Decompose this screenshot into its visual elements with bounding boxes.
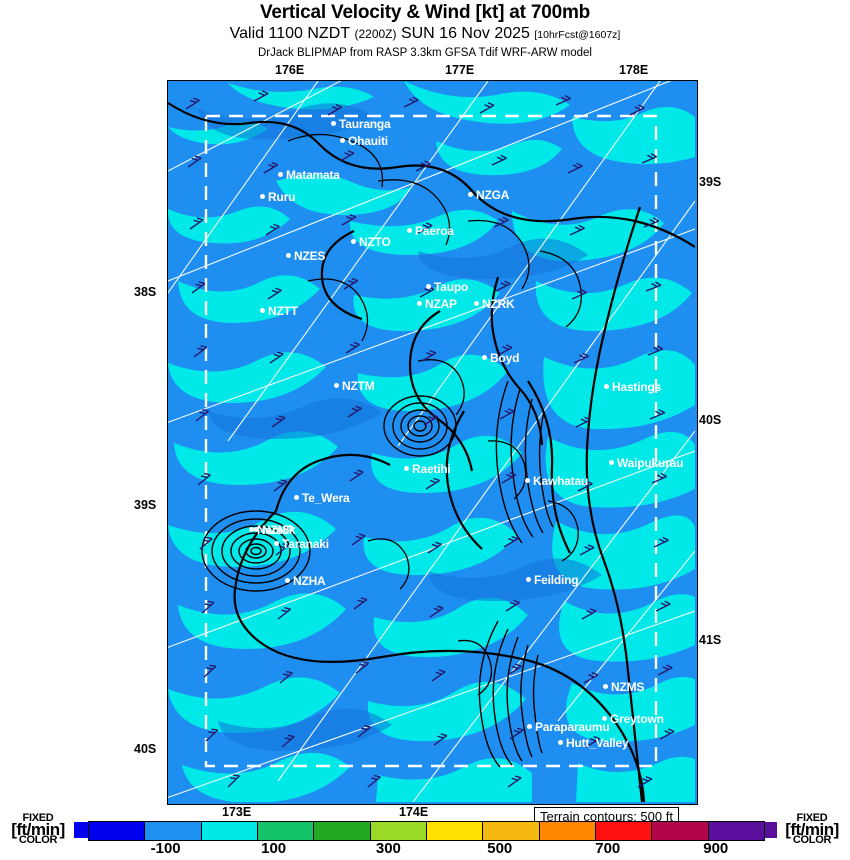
colorbar-band xyxy=(144,822,201,840)
colorbar-band xyxy=(89,822,145,840)
colorbar-tick-labels: -100 100 300 500 700 900 xyxy=(88,840,763,860)
weather-map[interactable]: Tauranga Ohauiti Matamata Ruru NZGA Paeroa NZT… xyxy=(167,80,698,805)
valid-zulu: (2200Z) xyxy=(354,27,397,41)
lat-tick-left: 40S xyxy=(134,742,157,756)
lat-tick-right: 39S xyxy=(699,175,722,189)
colorbar-band xyxy=(369,822,426,840)
colorbar-band xyxy=(707,822,764,840)
colorbar-color-label-right: COLOR xyxy=(792,834,832,846)
colorbar-color-label-left: COLOR xyxy=(18,834,58,846)
colorbar-fixed-label-right: FIXED xyxy=(796,812,828,824)
colorbar-band xyxy=(256,822,314,840)
colorbar-tick: 900 xyxy=(703,840,729,857)
colorbar-tick: 500 xyxy=(487,840,513,857)
lat-tick-right: 40S xyxy=(699,413,722,427)
colorbar-end-swatch-high xyxy=(763,822,777,838)
valid-prefix: Valid 1100 NZDT xyxy=(229,25,351,42)
colorbar-end-swatch-low xyxy=(74,822,88,838)
colorbar-band xyxy=(425,822,483,840)
model-line: DrJack BLIPMAP from RASP 3.3km GFSA Tdif… xyxy=(257,47,592,59)
lon-tick-top: 178E xyxy=(619,63,649,77)
colorbar-unit-label-left: [ft/min] xyxy=(11,820,65,839)
colorbar[interactable] xyxy=(88,821,765,841)
map-raster xyxy=(168,81,695,802)
colorbar-unit-label-right: [ft/min] xyxy=(785,820,839,839)
valid-time-line: Valid 1100 NZDT (2200Z) SUN 16 Nov 2025 … xyxy=(0,24,850,45)
title-block: Vertical Velocity & Wind [kt] at 700mb V… xyxy=(0,2,850,61)
lon-tick-top: 177E xyxy=(445,63,475,77)
colorbar-legend-left: FIXED [ft/min] COLOR xyxy=(2,813,74,846)
colorbar-legend-right: FIXED [ft/min] COLOR xyxy=(776,813,848,846)
colorbar-band xyxy=(538,822,595,840)
forecast-tag: [10hrFcst@1607z] xyxy=(534,29,621,41)
lon-tick-bottom: 173E xyxy=(222,805,252,819)
colorbar-band xyxy=(594,822,652,840)
lat-tick-left: 39S xyxy=(134,498,157,512)
colorbar-band xyxy=(313,822,370,840)
colorbar-band xyxy=(200,822,257,840)
colorbar-band xyxy=(482,822,539,840)
lon-tick-top: 176E xyxy=(275,63,305,77)
page-title: Vertical Velocity & Wind [kt] at 700mb xyxy=(259,2,591,23)
colorbar-tick: 100 xyxy=(261,840,287,857)
colorbar-band xyxy=(651,822,708,840)
valid-date: SUN 16 Nov 2025 xyxy=(400,25,530,42)
colorbar-tick: 300 xyxy=(375,840,401,857)
lon-tick-bottom: 174E xyxy=(399,805,429,819)
colorbar-tick: 700 xyxy=(595,840,621,857)
colorbar-tick: -100 xyxy=(150,840,181,857)
lat-tick-left: 38S xyxy=(134,285,157,299)
lat-tick-right: 41S xyxy=(699,633,722,647)
colorbar-fixed-label-left: FIXED xyxy=(22,812,54,824)
